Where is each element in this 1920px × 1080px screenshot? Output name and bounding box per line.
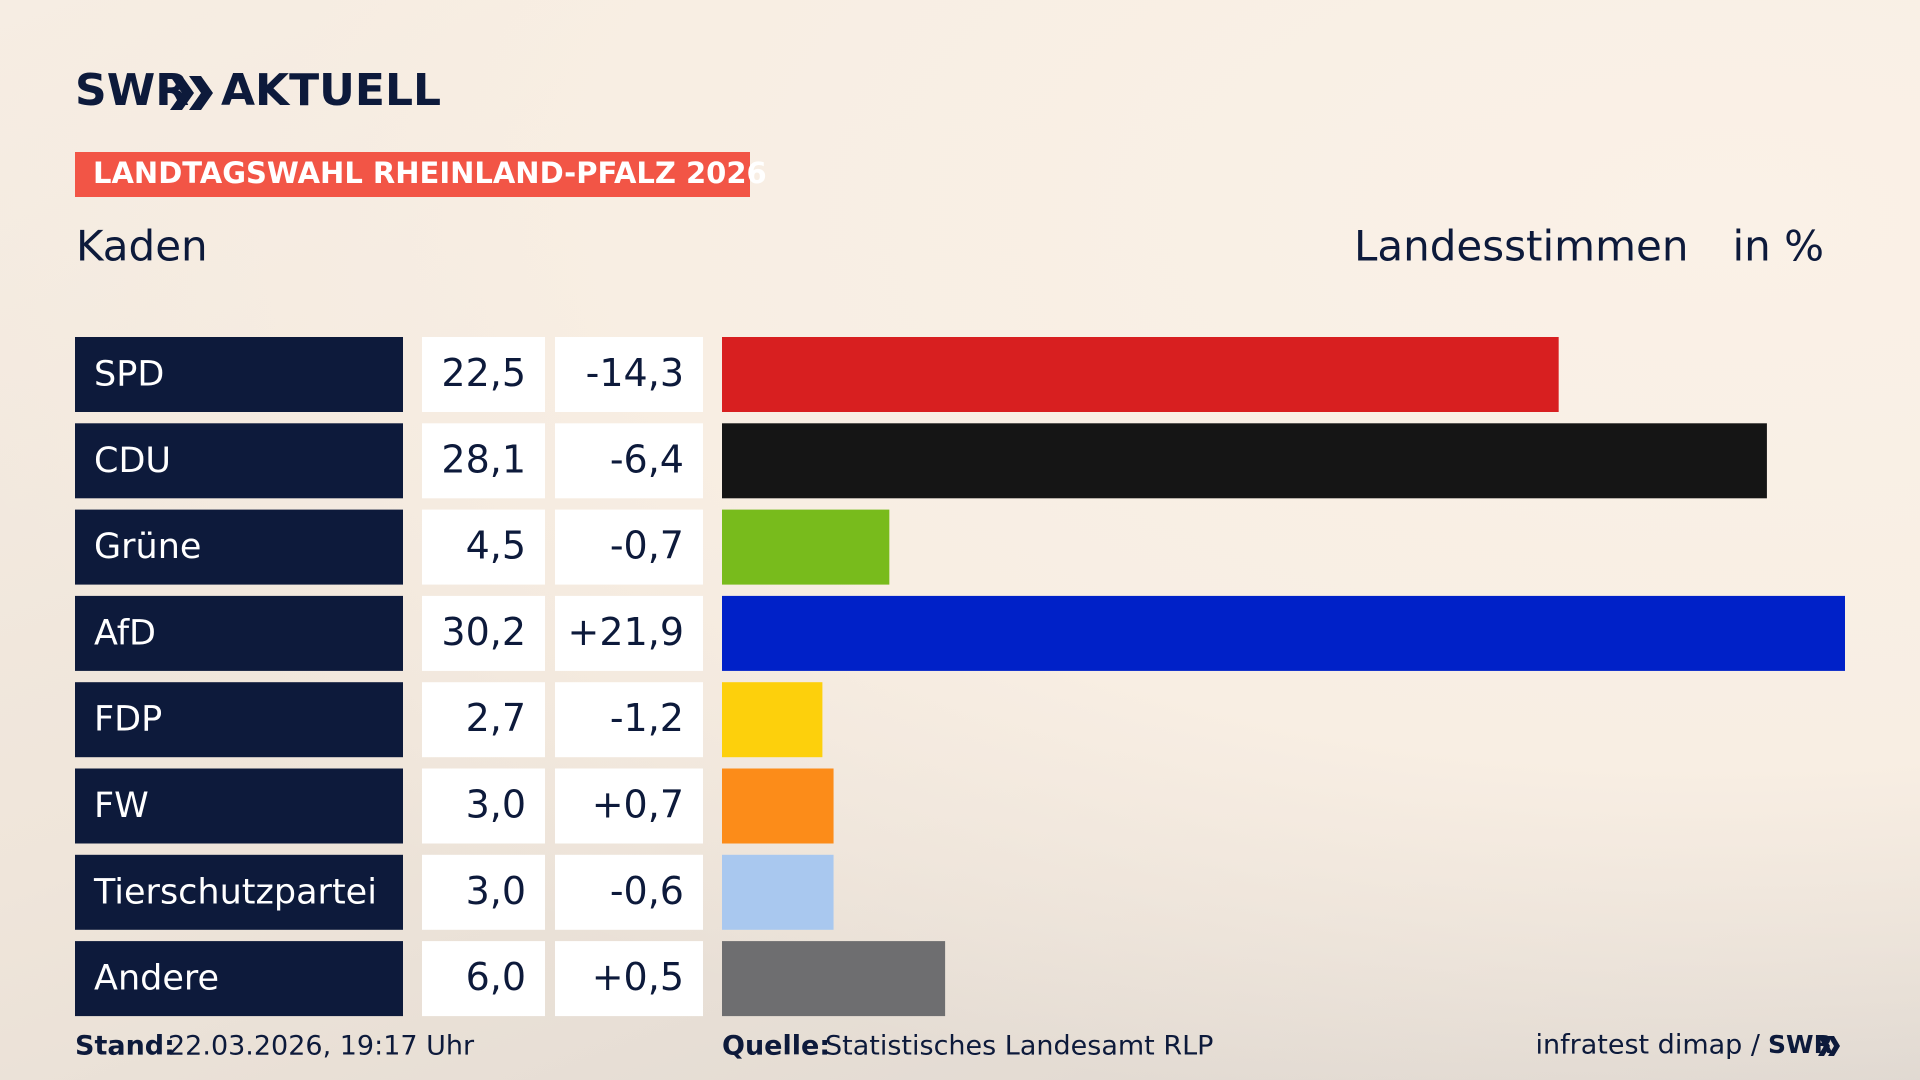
- change-label: +0,5: [592, 955, 684, 999]
- change-cell: [555, 854, 703, 930]
- party-label: FDP: [94, 700, 162, 740]
- change-cell: [555, 423, 703, 499]
- value-cell: [422, 423, 545, 499]
- bar: [722, 854, 834, 930]
- source-label: Quelle:: [722, 1031, 830, 1062]
- change-cell: [555, 595, 703, 671]
- bar: [722, 682, 823, 758]
- brand-suffix: AKTUELL: [221, 65, 441, 116]
- value-label: 3,0: [466, 783, 526, 827]
- party-cell: [75, 768, 403, 844]
- bar: [722, 768, 834, 844]
- unit-label: in %: [1732, 222, 1824, 271]
- credit-chevrons: [1818, 1036, 1840, 1056]
- party-label: Tierschutzpartei: [93, 872, 377, 912]
- source: Statistisches Landesamt RLP: [825, 1031, 1213, 1062]
- party-cell: [75, 337, 403, 412]
- bar: [722, 595, 1845, 671]
- bar: [722, 337, 1559, 412]
- change-label: -0,6: [610, 869, 684, 913]
- party-cell: [75, 854, 403, 930]
- value-cell: [422, 941, 545, 1017]
- party-cell: [75, 682, 403, 758]
- value-cell: [422, 509, 545, 585]
- brand: SWR: [75, 65, 189, 116]
- value-label: 3,0: [466, 869, 526, 913]
- party-cell: [75, 941, 403, 1017]
- bar: [722, 423, 1767, 499]
- party-label: Grüne: [94, 527, 201, 567]
- value-cell: [422, 854, 545, 930]
- change-label: -6,4: [610, 437, 684, 481]
- bar: [722, 509, 890, 585]
- credit: infratest dimap /: [1535, 1030, 1760, 1061]
- party-label: Andere: [94, 959, 219, 999]
- change-label: -1,2: [610, 696, 684, 740]
- change-cell: [555, 941, 703, 1017]
- value-cell: [422, 595, 545, 671]
- change-label: -14,3: [586, 351, 684, 395]
- value-axis-label: Landesstimmen: [1354, 222, 1688, 271]
- change-label: +21,9: [568, 610, 684, 654]
- stand: 22.03.2026, 19:17 Uhr: [168, 1031, 475, 1062]
- party-label: FW: [94, 786, 149, 826]
- party-cell: [75, 509, 403, 585]
- change-label: -0,7: [610, 524, 684, 568]
- title-banner: [75, 152, 750, 197]
- value-label: 2,7: [466, 696, 526, 740]
- value-cell: [422, 682, 545, 758]
- change-cell: [555, 682, 703, 758]
- party-label: CDU: [94, 441, 171, 481]
- stand-label: Stand:: [75, 1031, 175, 1062]
- change-cell: [555, 337, 703, 412]
- change-label: +0,7: [592, 783, 684, 827]
- party-label: SPD: [94, 355, 164, 395]
- value-label: 30,2: [441, 610, 526, 654]
- bar: [722, 941, 946, 1017]
- value-cell: [422, 337, 545, 412]
- change-cell: [555, 509, 703, 585]
- party-cell: [75, 595, 403, 671]
- value-cell: [422, 768, 545, 844]
- subtitle: Kaden: [76, 222, 208, 271]
- value-label: 22,5: [441, 351, 526, 395]
- value-label: 28,1: [441, 437, 526, 481]
- party-cell: [75, 423, 403, 499]
- value-label: 4,5: [466, 524, 526, 568]
- brand-chevrons: [170, 76, 213, 110]
- party-label: AfD: [94, 613, 156, 653]
- change-cell: [555, 768, 703, 844]
- chart-title: LANDTAGSWAHL RHEINLAND-PFALZ 2026: [93, 156, 767, 190]
- value-label: 6,0: [466, 955, 526, 999]
